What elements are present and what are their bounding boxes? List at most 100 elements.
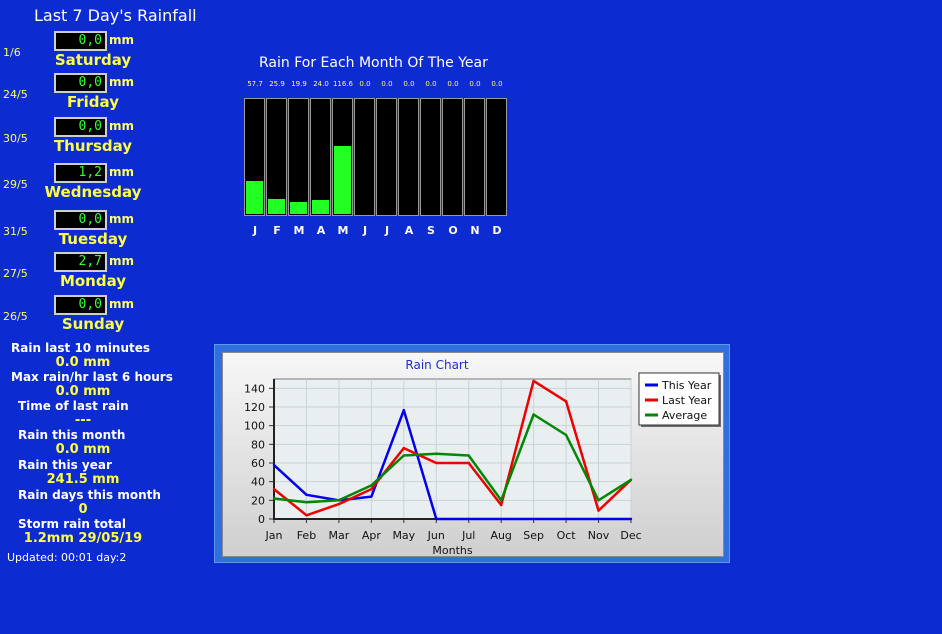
stat-label: Time of last rain [18, 399, 129, 413]
data-point [435, 461, 438, 465]
data-point [337, 499, 341, 502]
data-point [305, 514, 308, 517]
month-bar-fill [290, 202, 307, 214]
day-name: Monday [59, 272, 127, 290]
data-point [305, 493, 308, 497]
monthly-chart-title: Rain For Each Month Of The Year [259, 55, 488, 71]
rain-chart-panel: Rain Chart 0 20 40 60 80 100 120 140 Jan Feb Mar Apr… [214, 344, 730, 563]
stat-value: 241.5 mm [46, 472, 120, 487]
day-date: 26/5 [3, 310, 28, 323]
day-name: Tuesday [58, 230, 128, 248]
month-bar-fill [334, 146, 351, 214]
month-value-label: 0.0 [469, 80, 481, 88]
month-bar [376, 98, 397, 216]
x-axis-label: Months [432, 544, 472, 556]
day-name: Saturday [54, 51, 132, 69]
x-tick-label: Feb [297, 529, 316, 542]
month-letter: N [470, 224, 480, 237]
month-bar [310, 98, 331, 216]
legend-label: Last Year [662, 394, 712, 407]
stat-label: Rain this month [18, 428, 126, 442]
rain-chart-frame: Rain Chart 0 20 40 60 80 100 120 140 Jan Feb Mar Apr… [222, 352, 724, 557]
data-point [402, 454, 406, 457]
x-tick-label: Jan [265, 529, 283, 542]
stat-label: Rain days this month [18, 488, 161, 502]
day-date: 31/5 [3, 225, 28, 238]
stat-value: 0.0 mm [55, 355, 111, 370]
month-value-label: 0.0 [447, 80, 459, 88]
y-tick-label: 20 [251, 494, 265, 507]
rain-value-display: 1,2 [54, 163, 107, 183]
x-tick-label: Oct [557, 529, 577, 542]
stat-value: --- [74, 413, 92, 428]
data-point [532, 379, 535, 383]
stat-value: 0.0 mm [55, 384, 111, 399]
stat-label: Max rain/hr last 6 hours [11, 370, 173, 384]
unit-label: mm [109, 75, 135, 89]
month-value-label: 25.9 [269, 80, 285, 88]
x-tick-label: Jul [461, 529, 475, 542]
plot-area [273, 378, 632, 520]
month-letter: M [293, 224, 305, 237]
rain-line-chart: Rain Chart 0 20 40 60 80 100 120 140 Jan Feb Mar Apr… [244, 358, 721, 557]
y-tick-label: 80 [251, 438, 265, 451]
legend-label: Average [662, 409, 707, 422]
x-tick-label: Jun [427, 529, 445, 542]
month-value-label: 116.6 [332, 80, 354, 88]
data-point [597, 499, 600, 502]
data-point [499, 503, 503, 507]
day-date: 30/5 [3, 132, 28, 145]
month-value-label: 0.0 [381, 80, 393, 88]
x-tick-label: Apr [362, 529, 382, 542]
rain-value-display: 0,0 [54, 117, 107, 137]
y-tick-label: 140 [244, 382, 265, 395]
data-point [467, 454, 470, 457]
data-point [435, 452, 438, 455]
stat-value: 0.0 mm [55, 442, 111, 457]
unit-label: mm [109, 165, 135, 179]
month-bar [464, 98, 485, 216]
month-letter: F [273, 224, 281, 237]
data-point [402, 408, 406, 412]
rain-value-display: 0,0 [54, 31, 107, 51]
x-tick-label: Nov [588, 529, 610, 542]
data-point [370, 487, 373, 491]
unit-label: mm [109, 254, 135, 268]
day-date: 29/5 [3, 178, 28, 191]
month-bar [288, 98, 309, 216]
data-point [370, 495, 373, 498]
month-bar-fill [312, 200, 329, 214]
data-point [499, 517, 503, 521]
month-letter: D [492, 224, 502, 237]
stat-label: Storm rain total [18, 517, 126, 531]
month-value-label: 0.0 [359, 80, 371, 88]
month-letter: A [404, 224, 414, 237]
x-tick-label: May [392, 529, 415, 542]
data-point [272, 463, 276, 467]
month-bar [266, 98, 287, 216]
month-bar [332, 98, 353, 216]
month-bar [442, 98, 463, 216]
data-point [597, 509, 600, 512]
data-point [564, 400, 568, 403]
data-point [337, 502, 341, 506]
data-point [435, 517, 438, 521]
month-bar [244, 98, 265, 216]
month-value-label: 0.0 [403, 80, 415, 88]
data-point [499, 499, 503, 502]
stat-label: Rain this year [18, 458, 112, 472]
updated-timestamp: Updated: 00:01 day:2 [7, 551, 127, 564]
month-letter: A [316, 224, 326, 237]
x-tick-label: Mar [329, 529, 350, 542]
x-tick-label: Aug [490, 529, 511, 542]
series-line-last-year [273, 379, 632, 517]
day-name: Thursday [53, 137, 133, 155]
month-letter: J [252, 224, 258, 237]
day-date: 1/6 [3, 46, 21, 59]
y-tick-label: 0 [258, 513, 265, 526]
day-name: Sunday [61, 315, 125, 333]
page-title: Last 7 Day's Rainfall [34, 6, 197, 25]
y-tick-label: 100 [244, 420, 265, 433]
month-value-label: 0.0 [491, 80, 503, 88]
data-point [597, 517, 600, 521]
